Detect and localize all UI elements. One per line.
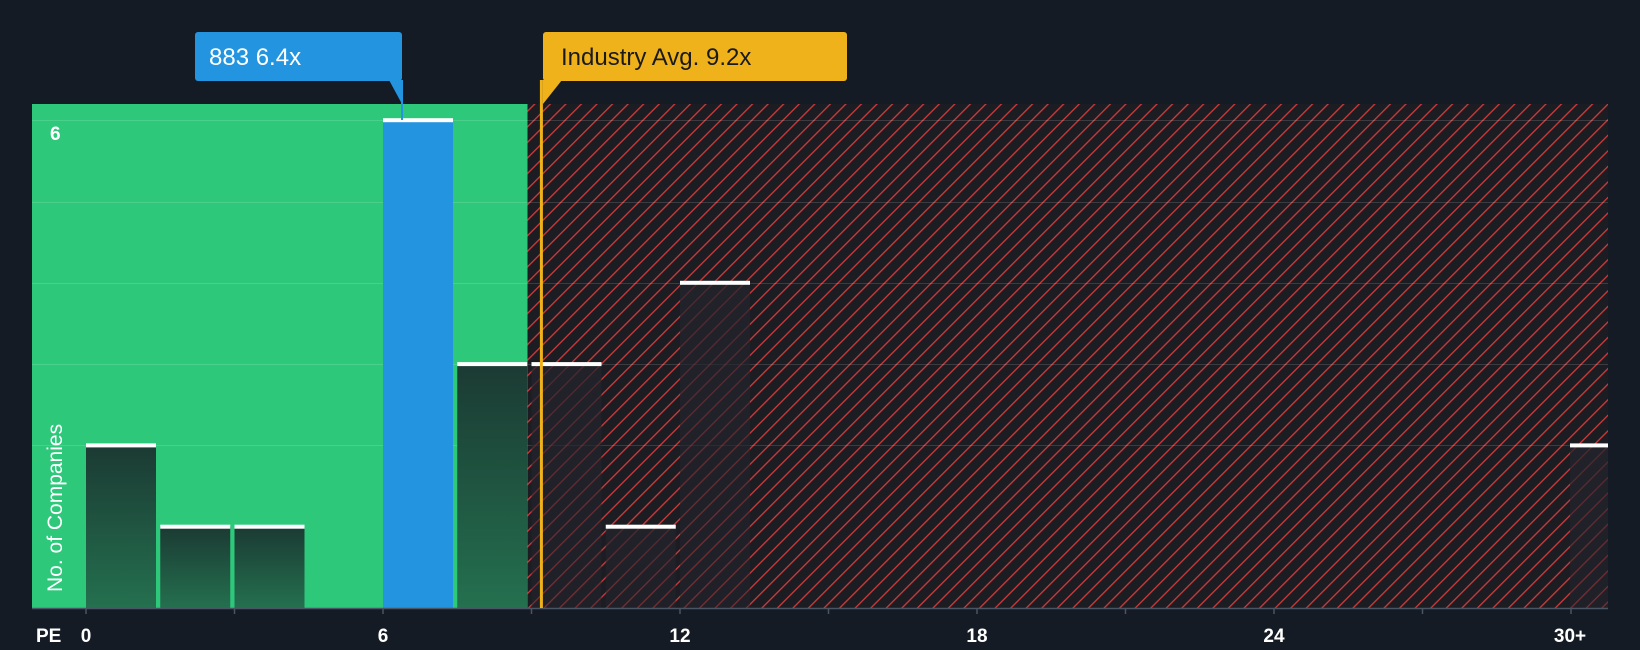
company-pe-marker [195, 32, 403, 120]
x-tick-label: 12 [669, 626, 690, 647]
histogram-bar-cap [531, 362, 602, 367]
x-tick-label: 30+ [1554, 626, 1586, 647]
industry-line [539, 80, 543, 608]
industry-average-marker [539, 32, 847, 608]
histogram-bar [531, 364, 602, 608]
company-pe-label: 883 6.4x [209, 44, 301, 71]
histogram-bar [605, 526, 676, 608]
histogram-bar-cap [234, 524, 305, 529]
histogram-bar [86, 445, 156, 608]
histogram-bar [1570, 445, 1608, 608]
histogram-bar-cap [383, 118, 453, 123]
histogram-bar-cap [605, 524, 676, 529]
industry-average-label: Industry Avg. 9.2x [561, 44, 751, 71]
x-tick-label: 24 [1263, 626, 1285, 647]
company-callout-pointer [389, 80, 402, 104]
histogram-bar-cap [86, 443, 156, 448]
y-axis-label: No. of Companies [44, 424, 67, 592]
histogram-bar-cap [1570, 443, 1608, 448]
company-callout-box [195, 32, 402, 81]
histogram-bar [680, 282, 750, 608]
gridlines [32, 120, 1608, 446]
histogram-bar-cap [680, 280, 750, 285]
industry-callout-box [543, 32, 847, 81]
histogram-bar [234, 526, 305, 608]
histogram-bar-cap [160, 524, 231, 529]
y-tick-label: 6 [50, 124, 61, 145]
histogram-bar [383, 120, 453, 608]
company-line [401, 80, 403, 120]
histogram-bar [457, 364, 528, 608]
x-tick-label: 0 [81, 626, 92, 647]
x-axis-label: PE [36, 626, 61, 647]
histogram-bar [160, 526, 231, 608]
industry-callout-pointer [543, 80, 562, 104]
x-tick-label: 18 [966, 626, 987, 647]
histogram-bars [86, 118, 1608, 608]
x-tick-label: 6 [378, 626, 389, 647]
x-axis-ticks [85, 608, 1572, 614]
histogram-bar-cap [457, 362, 528, 367]
